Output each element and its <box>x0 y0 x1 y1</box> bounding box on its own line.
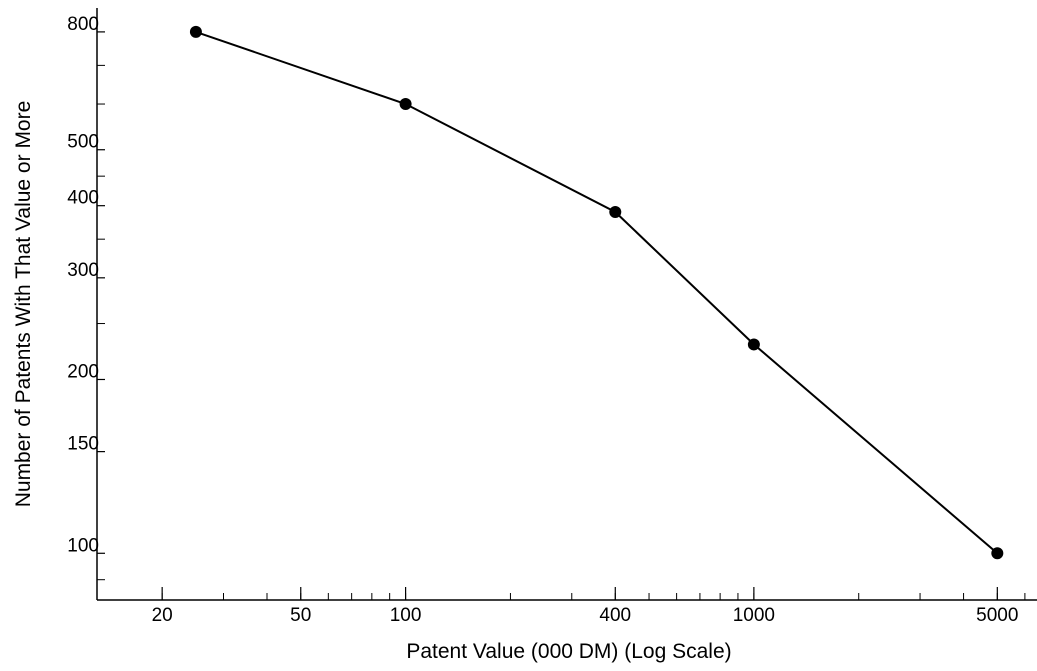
y-tick-label: 100 <box>67 535 99 556</box>
y-tick-label: 200 <box>67 361 99 382</box>
ticks <box>97 31 1026 600</box>
data-point <box>399 98 412 111</box>
data-point <box>609 206 622 219</box>
data-point <box>189 25 202 38</box>
axes <box>96 8 1037 601</box>
y-tick-label: 300 <box>67 260 99 281</box>
y-tick-label: 500 <box>67 132 99 153</box>
x-tick-label: 100 <box>390 605 422 626</box>
y-tick-label: 400 <box>67 188 99 209</box>
x-tick-label: 5000 <box>976 605 1018 626</box>
x-tick-label: 20 <box>152 605 173 626</box>
tick-labels: 20 50 100 400 1000 5000 100 150 200 300 400 500 800 <box>67 14 1018 626</box>
x-tick-label: 1000 <box>733 605 775 626</box>
y-tick-label: 150 <box>67 434 99 455</box>
series-line <box>195 30 998 555</box>
series-layer <box>189 25 1004 560</box>
data-point <box>991 547 1004 560</box>
y-tick-label: 800 <box>67 14 99 35</box>
x-tick-label: 50 <box>290 605 311 626</box>
x-axis-title: Patent Value (000 DM) (Log Scale) <box>406 640 731 663</box>
data-point <box>747 338 760 351</box>
y-axis-title: Number of Patents With That Value or Mor… <box>12 101 35 508</box>
x-tick-label: 400 <box>599 605 631 626</box>
